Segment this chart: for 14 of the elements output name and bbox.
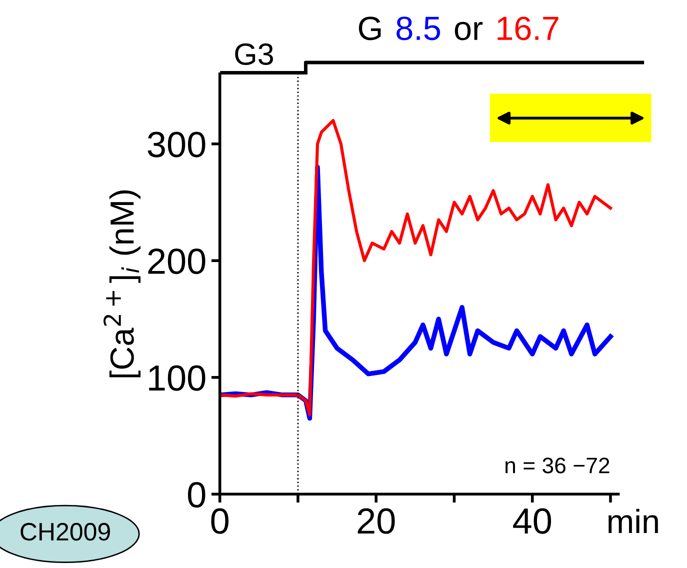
y-tick-label: 200 bbox=[148, 248, 206, 274]
y-axis-title: [Ca$^{2+}$]$_{i}$ (nM) bbox=[104, 190, 141, 378]
y-tick-label: 100 bbox=[149, 365, 206, 391]
line-series bbox=[220, 119, 612, 416]
text: CH2009 bbox=[20, 522, 110, 541]
annotation: n = 36 −72 bbox=[506, 458, 610, 474]
x-axis-title: min bbox=[608, 508, 658, 534]
x-tick-label: 40 bbox=[513, 508, 552, 534]
y-tick-label: 300 bbox=[148, 132, 206, 158]
x-tick-label: 20 bbox=[358, 508, 395, 534]
x-tick-label: 0 bbox=[211, 508, 228, 534]
text: G3 bbox=[235, 43, 273, 65]
chart-title: G 8.5 or 16.7 bbox=[358, 16, 558, 40]
y-tick-label: 0 bbox=[188, 482, 206, 508]
